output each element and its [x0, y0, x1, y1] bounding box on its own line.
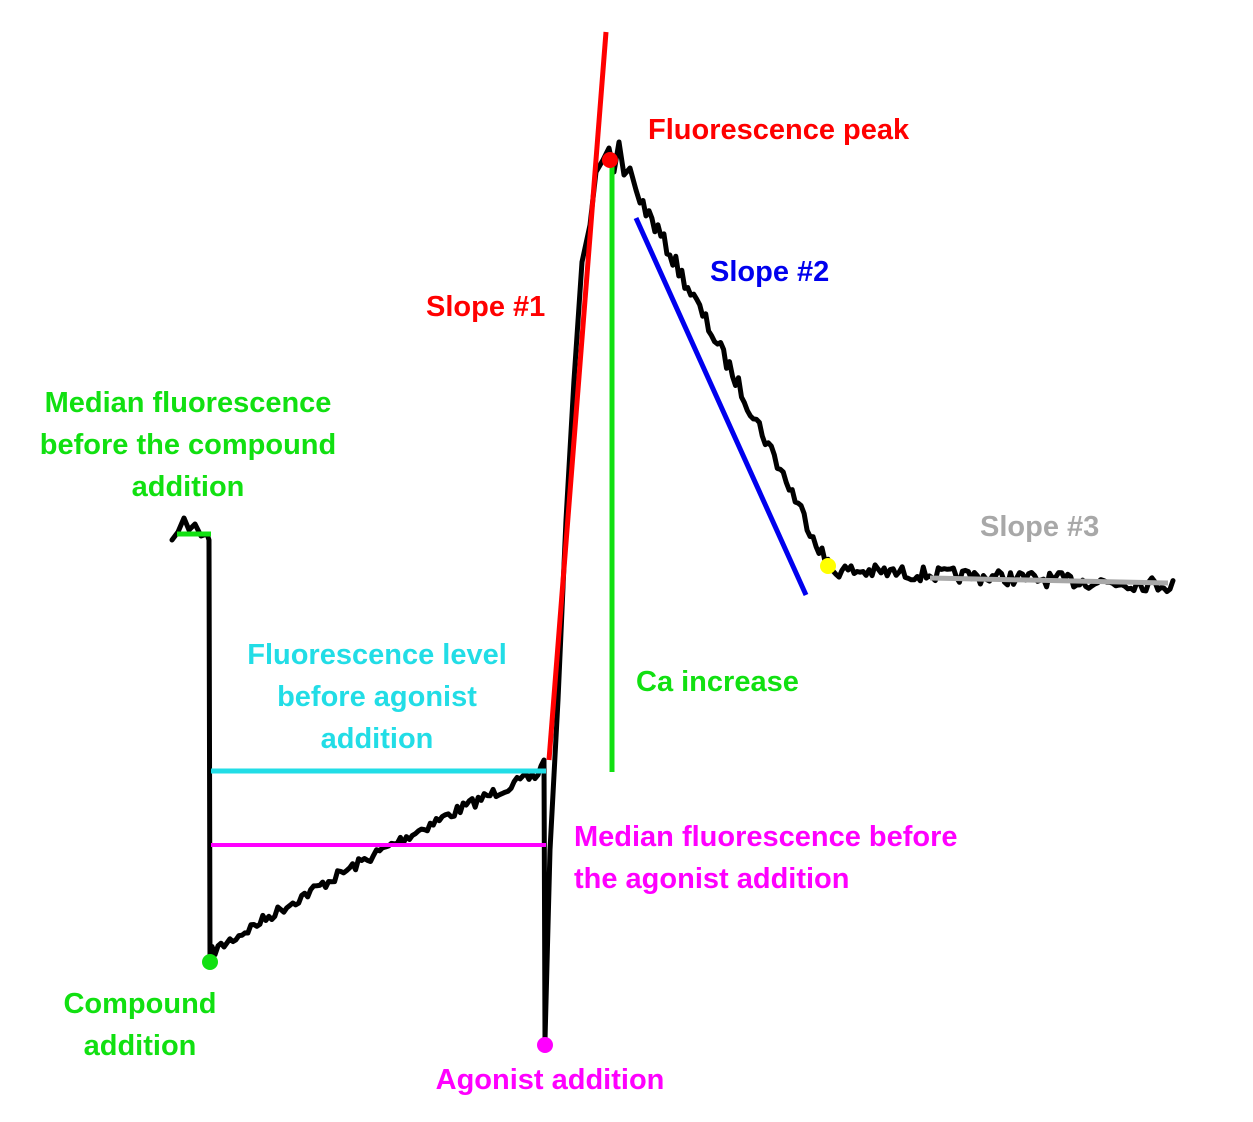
- compound-addition-point: [202, 954, 218, 970]
- ca-increase-label: Ca increase: [636, 666, 799, 698]
- agonist-addition-label: Agonist addition: [435, 1064, 665, 1096]
- level-before-agonist-label: Fluorescence level before agonist additi…: [222, 634, 532, 760]
- median-before-agonist-label-line: Median fluorescence before: [574, 821, 958, 853]
- median-compound-label-line: before the compound: [39, 429, 337, 461]
- fluorescence-peak-point: [602, 152, 618, 168]
- slope2-line: [633, 216, 809, 597]
- slope2-label: Slope #2: [710, 256, 830, 288]
- level-before-agonist-label-line: Fluorescence level: [247, 639, 507, 671]
- median-compound-label-line: addition: [131, 471, 245, 503]
- agonist-addition-point: [537, 1037, 553, 1053]
- level-before-agonist-label-line: addition: [320, 723, 434, 755]
- median-compound-label-line: Median fluorescence: [44, 387, 332, 419]
- compound-addition-label: Compound addition: [40, 983, 240, 1067]
- median-compound-label: Median fluorescence before the compound …: [12, 382, 364, 508]
- median-before-agonist-label-line: the agonist addition: [574, 863, 850, 895]
- median-before-agonist-label: Median fluorescence before the agonist a…: [574, 816, 958, 900]
- compound-addition-label-line: addition: [83, 1030, 197, 1062]
- plateau-start-point: [820, 558, 836, 574]
- fluorescence-peak-label: Fluorescence peak: [648, 114, 910, 146]
- slope3-line: [929, 575, 1169, 586]
- slope1-label: Slope #1: [426, 291, 546, 323]
- compound-addition-label-line: Compound: [63, 988, 217, 1020]
- level-before-agonist-label-line: before agonist: [277, 681, 477, 713]
- fluorescence-trace: [169, 139, 1176, 1043]
- slope1-line: [546, 31, 609, 761]
- slope3-label: Slope #3: [980, 511, 1100, 543]
